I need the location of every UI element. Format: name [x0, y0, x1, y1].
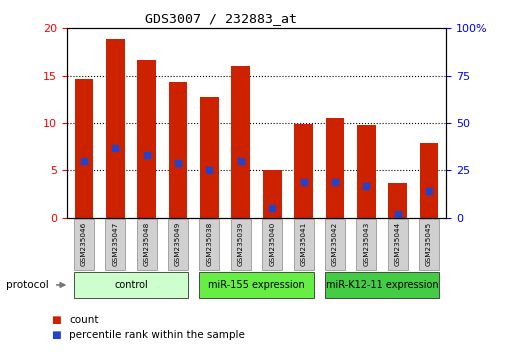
FancyBboxPatch shape [293, 219, 313, 270]
Text: GSM235046: GSM235046 [81, 222, 87, 266]
Point [143, 152, 151, 158]
Point [80, 158, 88, 164]
Text: percentile rank within the sample: percentile rank within the sample [69, 330, 245, 339]
Text: GSM235045: GSM235045 [426, 222, 432, 266]
FancyBboxPatch shape [262, 219, 282, 270]
Text: GSM235048: GSM235048 [144, 222, 150, 266]
FancyBboxPatch shape [325, 272, 439, 298]
FancyBboxPatch shape [325, 219, 345, 270]
Point [205, 167, 213, 173]
Bar [169, 82, 187, 218]
FancyBboxPatch shape [356, 219, 377, 270]
FancyBboxPatch shape [74, 272, 188, 298]
Point [268, 205, 277, 211]
Text: count: count [69, 315, 99, 325]
Bar [326, 118, 344, 218]
Text: GSM235042: GSM235042 [332, 222, 338, 266]
Point [111, 145, 120, 150]
Point [393, 211, 402, 217]
Bar [231, 66, 250, 218]
Text: GSM235049: GSM235049 [175, 222, 181, 266]
FancyBboxPatch shape [136, 219, 157, 270]
Text: GSM235043: GSM235043 [363, 222, 369, 266]
Text: GSM235041: GSM235041 [301, 222, 307, 266]
Text: GDS3007 / 232883_at: GDS3007 / 232883_at [145, 12, 297, 25]
FancyBboxPatch shape [231, 219, 251, 270]
Text: GSM235047: GSM235047 [112, 222, 119, 266]
Bar [388, 183, 407, 218]
Point [425, 188, 433, 194]
Text: GSM235044: GSM235044 [394, 222, 401, 266]
FancyBboxPatch shape [200, 219, 220, 270]
Bar [420, 143, 439, 218]
Point [300, 179, 308, 184]
Bar [357, 125, 376, 218]
FancyBboxPatch shape [74, 219, 94, 270]
Bar [137, 59, 156, 218]
Text: GSM235038: GSM235038 [206, 222, 212, 266]
Point [362, 183, 370, 188]
FancyBboxPatch shape [105, 219, 125, 270]
Text: miR-155 expression: miR-155 expression [208, 280, 305, 290]
Text: GSM235040: GSM235040 [269, 222, 275, 266]
Text: ■: ■ [51, 330, 61, 339]
Text: ■: ■ [51, 315, 61, 325]
Bar [294, 124, 313, 218]
FancyBboxPatch shape [168, 219, 188, 270]
FancyBboxPatch shape [200, 272, 313, 298]
Point [331, 179, 339, 184]
Point [174, 160, 182, 166]
Text: protocol: protocol [6, 280, 49, 290]
Bar [74, 79, 93, 218]
Text: control: control [114, 280, 148, 290]
Bar [263, 170, 282, 218]
Point [236, 158, 245, 164]
Bar [200, 97, 219, 218]
Text: GSM235039: GSM235039 [238, 222, 244, 266]
Text: miR-K12-11 expression: miR-K12-11 expression [326, 280, 438, 290]
Bar [106, 39, 125, 218]
FancyBboxPatch shape [388, 219, 408, 270]
FancyBboxPatch shape [419, 219, 439, 270]
